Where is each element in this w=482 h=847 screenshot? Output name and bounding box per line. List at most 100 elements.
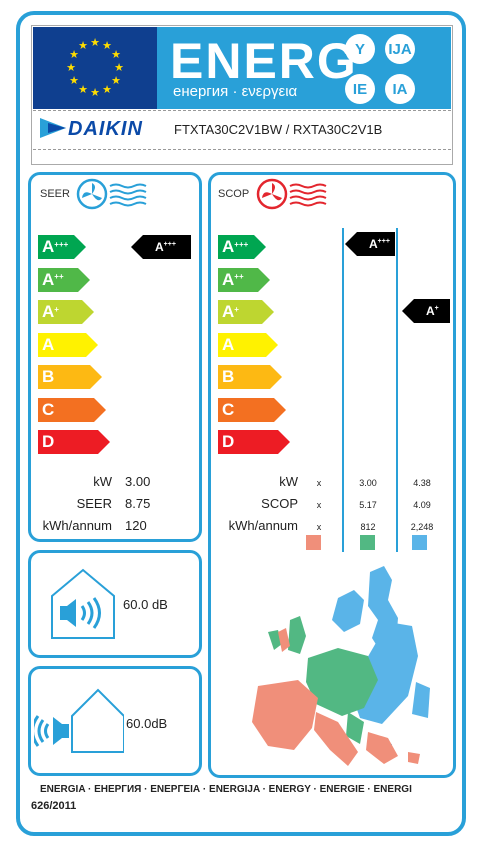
indoor-speaker-icon (51, 568, 115, 639)
scop-kwh-warm: 2,248 (410, 522, 434, 532)
seer-rating-label: A+++ (155, 240, 176, 254)
lang-badge-ia: IA (385, 74, 415, 104)
seer-class-bar-0: A +++ (38, 235, 86, 259)
scop-column-divider-1 (342, 228, 344, 552)
scop-class-bar-tip-2 (262, 300, 274, 324)
svg-text:★: ★ (69, 49, 79, 61)
eu-flag: ★ ★ ★ ★ ★ ★ ★ ★ ★ ★ ★ ★ (33, 27, 157, 109)
seer-class-bar-5: C (38, 397, 106, 422)
scop-class-bar-tip-3 (266, 332, 278, 357)
seer-seer-label: SEER (76, 496, 112, 511)
footer-languages: ENERGIA · ЕНЕРГИЯ · ΕΝΕΡΓΕΙΑ · ENERGIJA … (40, 784, 412, 795)
scop-kw-warm: 4.38 (413, 478, 431, 488)
scop-warm-rating-label: A+ (426, 304, 439, 318)
outdoor-noise-panel (28, 666, 202, 776)
scop-class-bar-tip-5 (274, 397, 286, 422)
outdoor-noise-number: 60.0 (126, 716, 152, 731)
svg-text:★: ★ (111, 49, 121, 61)
warm-zone-swatch (412, 535, 427, 550)
scop-average-rating-label: A+++ (369, 237, 390, 251)
scop-kwh-cold: x (316, 522, 322, 532)
svg-text:★: ★ (78, 84, 88, 96)
cooling-fan-icon (76, 178, 147, 210)
scop-warm-rating-arrow: A+ (402, 299, 450, 323)
seer-title: SEER (40, 188, 70, 200)
lang-badge-ija: IJA (385, 34, 415, 64)
seer-class-bar-tip-3 (86, 332, 98, 357)
svg-text:★: ★ (114, 62, 124, 74)
seer-class-bar-tip-4 (90, 365, 102, 389)
scop-scop-label: SCOP (261, 496, 298, 511)
scop-class-bar-tip-6 (278, 430, 290, 454)
svg-text:★: ★ (90, 37, 100, 49)
lang-badge-ie: IE (345, 74, 375, 104)
scop-kw-label: kW (279, 474, 298, 489)
average-zone-swatch (360, 535, 375, 550)
heating-fan-icon (256, 178, 327, 210)
scop-class-bar-2: A + (218, 300, 274, 324)
scop-class-bar-tip-1 (258, 267, 270, 292)
brand-line (33, 110, 451, 150)
scop-kwh-label: kWh/annum (228, 518, 298, 533)
scop-class-bar-5: C (218, 397, 286, 422)
indoor-noise-unit: dB (151, 597, 168, 612)
seer-class-bar-tip-6 (98, 430, 110, 454)
scop-panel (208, 172, 456, 778)
seer-class-bar-tip-0 (74, 235, 86, 259)
energy-title: ENERG (170, 33, 358, 89)
seer-kw-label: kW (93, 474, 112, 489)
seer-class-bar-1: A ++ (38, 267, 90, 292)
energy-subtitle: енергия · ενεργεια (173, 83, 298, 100)
outdoor-noise-value: 60.0dB (126, 716, 167, 731)
svg-text:★: ★ (66, 62, 76, 74)
svg-text:★: ★ (111, 75, 121, 87)
seer-panel (28, 172, 202, 542)
outdoor-speaker-icon (34, 688, 124, 753)
svg-text:★: ★ (69, 75, 79, 87)
header-box (31, 25, 453, 165)
scop-class-bar-3: A (218, 332, 278, 357)
scop-class-bar-tip-4 (270, 365, 282, 389)
scop-class-bar-1: A ++ (218, 267, 270, 292)
seer-kwh-label: kWh/annum (42, 518, 112, 533)
scop-class-bar-0: A +++ (218, 235, 266, 259)
scop-class-bar-6: D (218, 430, 290, 454)
scop-kw-average: 3.00 (359, 478, 377, 488)
scop-column-divider-2 (396, 228, 398, 552)
lang-badge-y: Y (345, 34, 375, 64)
scop-title: SCOP (218, 188, 250, 200)
scop-scop-warm: 4.09 (413, 500, 431, 510)
scop-scop-average: 5.17 (359, 500, 377, 510)
label-frame (16, 11, 466, 836)
svg-text:★: ★ (102, 84, 112, 96)
indoor-noise-value: 60.0 dB (123, 597, 168, 612)
seer-class-bar-4: B (38, 365, 102, 389)
scop-class-bar-tip-0 (254, 235, 266, 259)
cold-zone-swatch (306, 535, 321, 550)
seer-class-bar-tip-2 (82, 300, 94, 324)
outdoor-noise-unit: dB (151, 716, 168, 731)
indoor-noise-number: 60.0 (123, 597, 149, 612)
eu-stars-icon: ★ ★★ ★★★ ★★★ ★★★ (66, 37, 124, 99)
daikin-logo-icon (40, 118, 66, 138)
seer-class-bar-tip-1 (78, 267, 90, 292)
seer-kw-value: 3.00 (125, 474, 151, 489)
seer-class-bar-2: A + (38, 300, 94, 324)
seer-rating-arrow: A+++ (131, 235, 191, 259)
seer-class-bar-3: A (38, 332, 98, 357)
europe-climate-map (252, 566, 430, 766)
regulation-number: 626/2011 (31, 800, 77, 812)
svg-text:★: ★ (78, 40, 88, 52)
scop-kw-cold: x (316, 478, 322, 488)
svg-text:★: ★ (90, 87, 100, 99)
seer-class-bar-6: D (38, 430, 110, 454)
indoor-noise-panel (28, 550, 202, 658)
seer-class-bar-tip-5 (94, 397, 106, 422)
scop-class-bar-4: B (218, 365, 282, 389)
model-number: FTXTA30C2V1BW / RXTA30C2V1B (174, 122, 383, 137)
scop-scop-cold: x (316, 500, 322, 510)
brand-name: DAIKIN (68, 118, 143, 140)
scop-kwh-average: 812 (360, 522, 376, 532)
seer-kwh-value: 120 (125, 518, 147, 533)
seer-seer-value: 8.75 (125, 496, 151, 511)
